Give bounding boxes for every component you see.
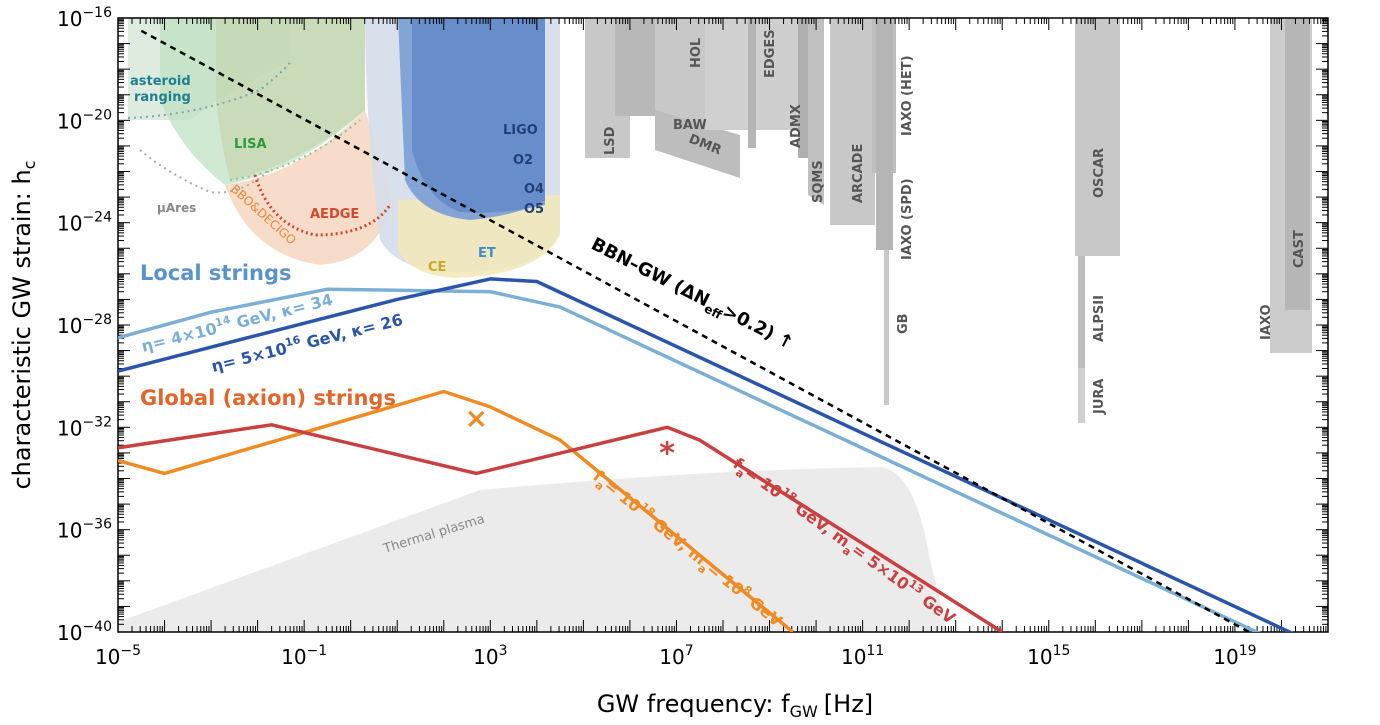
series-line-4 — [140, 29, 1250, 632]
oscar-label: OSCAR — [1092, 148, 1107, 198]
x-tick-label: 1011 — [841, 643, 884, 669]
series-line-1 — [118, 277, 1294, 632]
x-axis-label: GW frequency: fGW [Hz] — [597, 690, 873, 721]
lisa-label: LISA — [234, 137, 267, 152]
aedge-dotted-curve — [253, 174, 392, 237]
lisa-inner-region — [216, 18, 365, 180]
lisa-dotted-curve — [229, 119, 361, 181]
thermal-plasma-region — [118, 467, 948, 632]
oscar-box — [1075, 18, 1120, 256]
series-line-3 — [118, 423, 1004, 632]
muares-label: μAres — [157, 201, 196, 215]
aedge-label: AEDGE — [310, 207, 359, 222]
iaxo-spd-box — [876, 18, 893, 250]
edges-box — [705, 18, 750, 130]
gb-strip — [884, 250, 889, 405]
arcade-label: ARCADE — [851, 144, 866, 203]
x-tick-labels: 10−5 10−1 103 107 1011 1015 1019 — [95, 643, 1257, 669]
baw-box — [655, 18, 705, 128]
x-minor-ticks — [117, 18, 1327, 632]
y-axis-label: characteristic GW strain: hc — [8, 160, 39, 489]
alpsii-strip — [1078, 256, 1085, 368]
y-tick-label: 10−36 — [57, 517, 112, 543]
y-tick-label: 10−32 — [57, 414, 112, 440]
ligo-o5-region — [412, 18, 545, 213]
ce-et-region — [398, 195, 560, 278]
x-tick-label: 1019 — [1213, 643, 1256, 669]
y-tick-label: 10−20 — [57, 107, 112, 133]
bbn-gw-label: BBN–GW (ΔNeff>0.2) ↑ — [586, 234, 797, 357]
dmr-box — [655, 110, 740, 178]
asteroid-label-2: ranging — [134, 90, 191, 105]
x-tick-label: 1015 — [1027, 643, 1070, 669]
jura-label: JURA — [1092, 379, 1107, 415]
x-tick-label: 10−1 — [281, 643, 327, 669]
series-lines — [118, 29, 1294, 632]
peak-marker-0: × — [465, 402, 488, 435]
baw-label: BAW — [673, 118, 707, 133]
ce-label: CE — [428, 260, 446, 275]
series-line-0 — [118, 287, 1261, 632]
sqms-box — [808, 18, 824, 205]
sqms-label: SQMS — [811, 160, 826, 203]
et-label: ET — [478, 246, 496, 261]
alpsii-label: ALPSII — [1092, 295, 1107, 342]
peak-marker-1: * — [659, 436, 675, 471]
global-strings-label: Global (axion) strings — [140, 386, 396, 410]
jura-strip — [1078, 368, 1085, 423]
ligo-label: LIGO — [503, 123, 538, 138]
cast-label: CAST — [1292, 230, 1307, 268]
edges-label: EDGES — [763, 29, 778, 78]
y-minor-ticks — [118, 18, 1328, 633]
y-tick-label: 10−24 — [57, 210, 112, 236]
iaxo-label: IAXO — [1259, 304, 1274, 340]
cast-box — [1285, 18, 1310, 310]
edges-strip — [748, 18, 756, 148]
y-tick-label: 10−28 — [57, 312, 112, 338]
y-tick-label: 10−16 — [57, 5, 112, 31]
arcade-box — [830, 18, 875, 225]
series-line-2 — [118, 389, 794, 632]
bbo-decigo-region — [225, 110, 392, 265]
o2-label: O2 — [513, 153, 533, 168]
asteroid-label-1: asteroid — [130, 74, 191, 89]
iaxo-het-label: IAXO (HET) — [900, 55, 915, 136]
lsd-label: LSD — [603, 126, 618, 155]
x-tick-label: 107 — [659, 643, 693, 669]
y-tick-label: 10−40 — [57, 619, 112, 645]
o5-label: O5 — [524, 202, 544, 217]
x-tick-label: 10−5 — [95, 643, 141, 669]
hol-label: HOL — [689, 38, 704, 68]
hol-box — [615, 18, 655, 116]
o4-label: O4 — [524, 182, 544, 197]
local-strings-label: Local strings — [140, 261, 292, 285]
gb-label: GB — [896, 313, 911, 334]
iaxo-spd-label: IAXO (SPD) — [900, 178, 915, 260]
admx-strip — [798, 18, 810, 158]
y-tick-labels: 10−16 10−20 10−24 10−28 10−32 10−36 10−40 — [57, 5, 112, 645]
x-tick-label: 103 — [473, 643, 507, 669]
admx-label: ADMX — [789, 104, 804, 148]
axes: 10−5 10−1 103 107 1011 1015 1019 10−1610−2010−… — [57, 5, 1329, 669]
peak-markers: ×* — [465, 402, 676, 472]
